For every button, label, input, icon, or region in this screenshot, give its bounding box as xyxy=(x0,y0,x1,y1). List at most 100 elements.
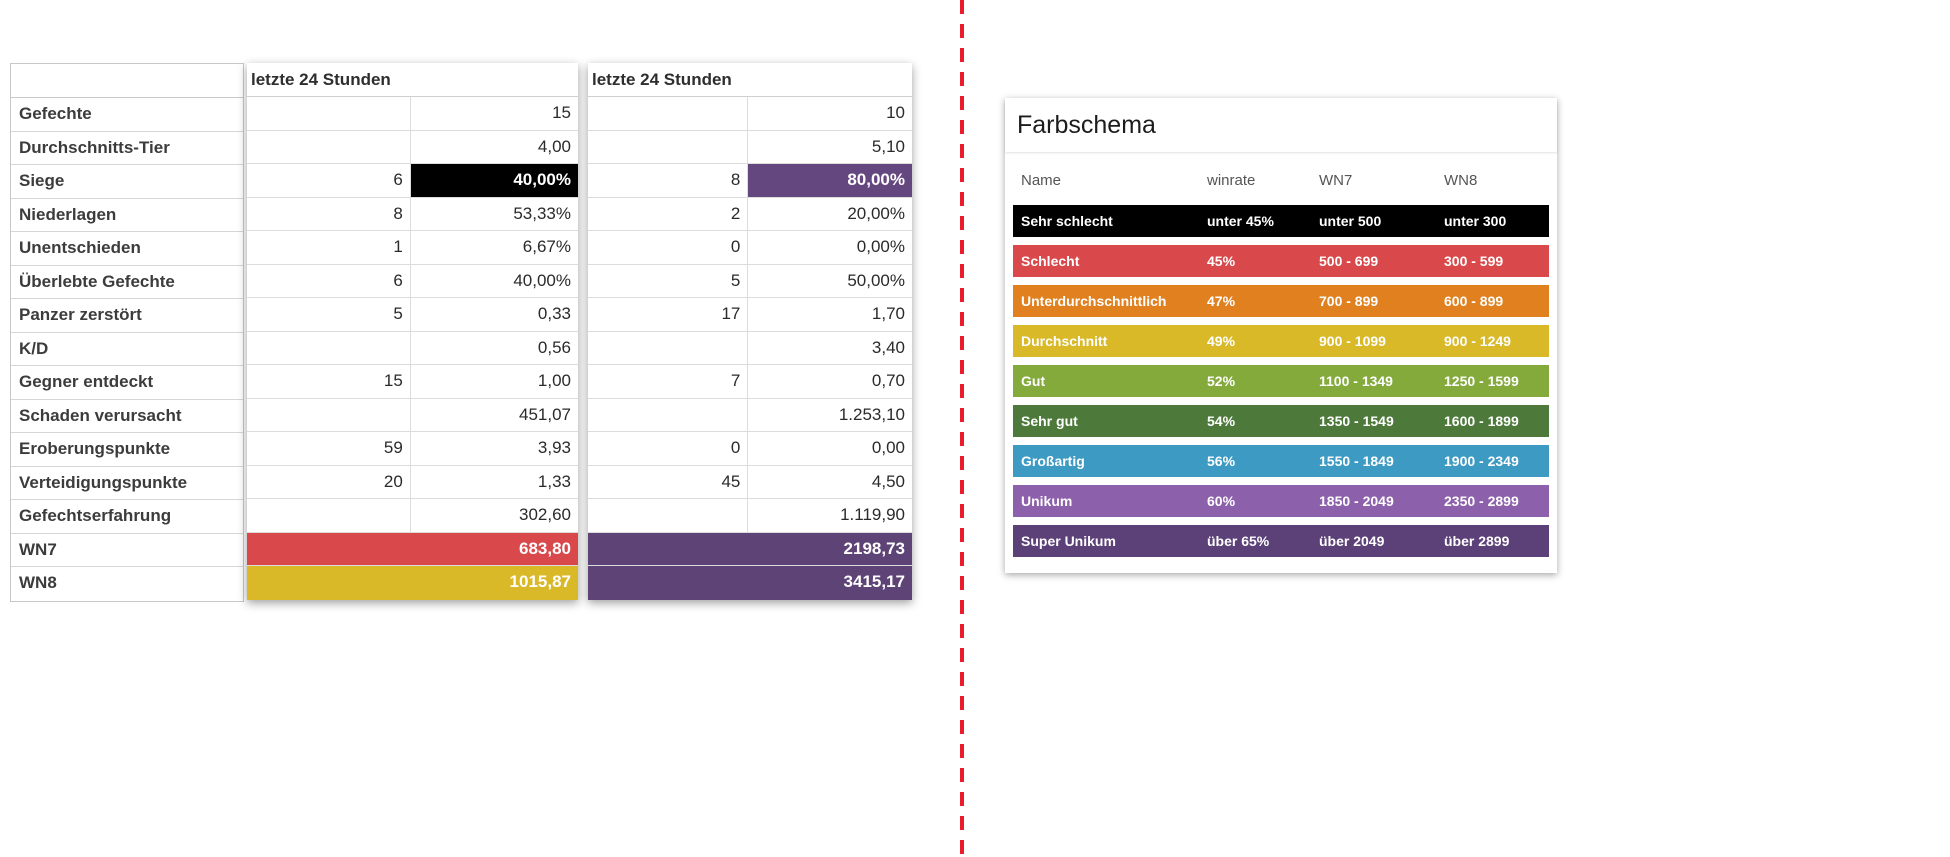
stat-value-cell: 15 xyxy=(552,103,571,122)
farbschema-cell-name: Gut xyxy=(1021,373,1046,389)
stat-row-label: Durchschnitts-Tier xyxy=(11,132,243,165)
farbschema-row: Durchschnitt 49% 900 - 1099 900 - 1249 xyxy=(1013,325,1549,357)
farbschema-row: Unterdurchschnittlich 47% 700 - 899 600 - 8… xyxy=(1013,285,1549,317)
stat-row: 5,10 xyxy=(588,130,912,164)
stat-row: 0 0,00 xyxy=(588,432,912,466)
stat-count-cell xyxy=(247,499,411,532)
stat-value-cell: 302,60 xyxy=(519,505,571,524)
farbschema-cell-wn7: 1350 - 1549 xyxy=(1319,413,1394,429)
period-2-header: letzte 24 Stunden xyxy=(588,63,912,97)
stat-count-cell: 8 xyxy=(247,197,411,230)
stat-value-cell: 4,00 xyxy=(537,136,571,156)
stat-count-cell: 1 xyxy=(247,231,411,264)
stat-row-label: Gegner entdeckt xyxy=(11,366,243,400)
stat-count-cell xyxy=(247,331,411,364)
farbschema-cell-wn7: 900 - 1099 xyxy=(1319,333,1386,349)
stat-row: 15 xyxy=(247,97,578,131)
stat-row: 2198,73 xyxy=(588,532,912,566)
stats-period-1: letzte 24 Stunden 15 4,00 6 40,00% 8 53,33% 1 6… xyxy=(247,63,578,600)
stat-row-label: Niederlagen xyxy=(11,199,243,232)
farbschema-row: Schlecht 45% 500 - 699 300 - 599 xyxy=(1013,245,1549,277)
stat-row: 3,40 xyxy=(588,331,912,365)
farbschema-table: Name winrate WN7 WN8 Sehr schlecht unter … xyxy=(1005,152,1557,557)
stat-row: 45 4,50 xyxy=(588,465,912,499)
farbschema-cell-wn7: 1850 - 2049 xyxy=(1319,493,1394,509)
stat-row-label: WN7 xyxy=(11,534,243,567)
stat-count-cell: 0 xyxy=(588,432,749,465)
stat-row: 1 6,67% xyxy=(247,231,578,265)
stat-row: 1015,87 xyxy=(247,566,578,600)
farbschema-cell-wn7: 1100 - 1349 xyxy=(1319,373,1393,389)
farbschema-cell-winrate: 52% xyxy=(1207,373,1236,389)
farbschema-cell-name: Sehr gut xyxy=(1021,413,1078,429)
stat-row-label: Unentschieden xyxy=(11,232,243,266)
stat-row: 6 40,00% xyxy=(247,264,578,298)
stat-value-cell: 40,00% xyxy=(410,164,578,197)
farbschema-cell-wn8: 1250 - 1599 xyxy=(1444,373,1519,389)
stat-row: 0 0,00% xyxy=(588,231,912,265)
farbschema-cell-wn8: 1900 - 2349 xyxy=(1444,453,1519,469)
stat-count-cell: 5 xyxy=(247,298,411,331)
stat-count-cell xyxy=(247,97,411,130)
stat-count-cell xyxy=(588,398,749,431)
farbschema-cell-wn8: 1600 - 1899 xyxy=(1444,413,1519,429)
stat-count-cell: 17 xyxy=(588,298,749,331)
period-2-rows: 10 5,10 8 80,00% 2 20,00% 0 0,00% 5 50,00% 17 1,70 3… xyxy=(588,97,912,600)
stat-row-label: WN8 xyxy=(19,573,57,592)
stat-row-label: Überlebte Gefechte xyxy=(11,266,243,299)
farbschema-cell-winrate: 60% xyxy=(1207,493,1236,509)
stat-value-cell: 6,67% xyxy=(522,237,571,256)
stat-value-cell: 683,80 xyxy=(247,532,578,565)
stat-value-cell: 20,00% xyxy=(847,203,905,223)
farbschema-cell-wn8: 600 - 899 xyxy=(1444,293,1504,309)
stat-value-cell: 3415,17 xyxy=(588,566,912,600)
stat-row: 5 0,33 xyxy=(247,298,578,332)
stat-value-cell: 0,00% xyxy=(856,237,905,256)
farbschema-rows: Sehr schlecht unter 45% unter 500 unter 300… xyxy=(1013,205,1549,557)
farbschema-cell-name: Durchschnitt xyxy=(1021,333,1108,349)
stat-row: 683,80 xyxy=(247,532,578,566)
stat-row-label: Verteidigungspunkte xyxy=(11,467,243,500)
farbschema-cell-name: Super Unikum xyxy=(1021,533,1116,549)
red-dashed-divider xyxy=(960,0,964,857)
farbschema-cell-wn8: 2350 - 2899 xyxy=(1444,493,1519,509)
stat-row: 5 50,00% xyxy=(588,264,912,298)
stat-row-label: Eroberungspunkte xyxy=(11,433,243,467)
stats-label-column: Gefechte Durchschnitts-Tier Siege Niederlag… xyxy=(10,63,244,602)
stat-count-cell: 8 xyxy=(588,164,749,197)
farbschema-cell-winrate: 56% xyxy=(1207,453,1236,469)
farbschema-cell-winrate: 47% xyxy=(1207,293,1236,309)
farbschema-cell-wn7: 700 - 899 xyxy=(1319,293,1379,309)
stat-count-cell: 20 xyxy=(247,465,411,498)
stat-value-cell: 0,56 xyxy=(537,337,571,357)
stat-row: 8 80,00% xyxy=(588,164,912,198)
stat-row-label: Siege xyxy=(11,165,243,199)
stat-count-cell: 0 xyxy=(588,231,749,264)
stat-row-label: Gefechtserfahrung xyxy=(11,500,243,534)
farbschema-cell-name: Unterdurchschnittlich xyxy=(1021,293,1167,309)
stat-value-cell: 53,33% xyxy=(513,203,571,223)
farbschema-row: Super Unikum über 65% über 2049 über 2899 xyxy=(1013,525,1549,557)
stat-value-cell: 4,50 xyxy=(871,471,905,491)
stat-count-cell: 6 xyxy=(247,264,411,297)
farbschema-cell-name: Unikum xyxy=(1021,493,1073,509)
farbschema-header-wn7: WN7 xyxy=(1319,172,1353,189)
farbschema-header-winrate: winrate xyxy=(1207,172,1256,189)
stat-value-cell: 1,00 xyxy=(537,371,571,390)
stat-count-cell: 59 xyxy=(247,432,411,465)
stat-row: 6 40,00% xyxy=(247,164,578,198)
stat-row: 0,56 xyxy=(247,331,578,365)
stat-value-cell: 0,70 xyxy=(871,371,905,390)
stat-row-label: Gefechte xyxy=(11,98,243,132)
stat-row: 3415,17 xyxy=(588,566,912,600)
stat-count-cell xyxy=(588,499,749,532)
farbschema-cell-wn8: 900 - 1249 xyxy=(1444,333,1511,349)
stat-value-cell: 1015,87 xyxy=(247,566,578,600)
farbschema-header-row: Name winrate WN7 WN8 xyxy=(1013,158,1549,205)
farbschema-cell-winrate: 45% xyxy=(1207,253,1236,269)
stat-value-cell: 0,33 xyxy=(537,304,571,323)
farbschema-cell-wn8: unter 300 xyxy=(1444,213,1507,229)
stat-value-cell: 2198,73 xyxy=(588,532,912,565)
stat-row-label: Schaden verursacht xyxy=(11,400,243,433)
stat-row: 302,60 xyxy=(247,499,578,533)
